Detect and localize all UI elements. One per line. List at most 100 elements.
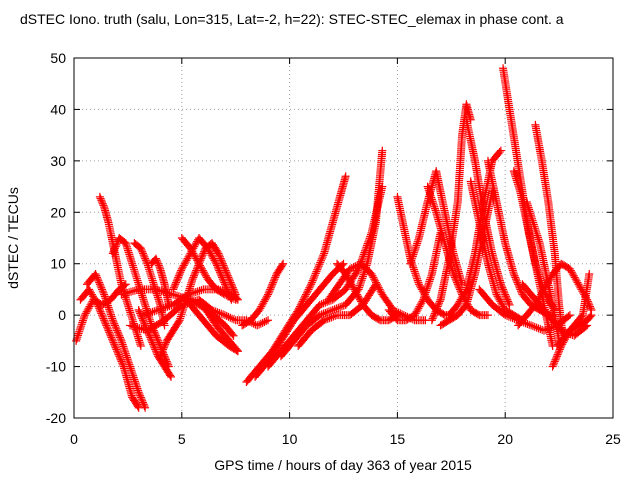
data-point: [496, 146, 505, 155]
data-point: [77, 320, 86, 329]
data-point: [89, 294, 98, 302]
data-point: [495, 295, 504, 304]
plot-frame: [73, 57, 614, 419]
data-point: [118, 340, 127, 349]
data-point: [413, 276, 422, 285]
data-points: [72, 64, 596, 412]
data-point: [260, 318, 269, 326]
data-point: [159, 345, 168, 354]
data-point: [139, 400, 148, 409]
data-point: [504, 297, 513, 306]
data-point: [549, 360, 558, 369]
data-point: [318, 317, 327, 326]
data-point: [574, 280, 583, 289]
data-point: [114, 350, 123, 359]
data-point: [107, 333, 116, 342]
data-point: [150, 343, 159, 352]
data-point: [120, 346, 129, 355]
data-point: [319, 309, 328, 318]
data-point: [150, 307, 159, 316]
data-point: [372, 280, 381, 289]
data-point: [545, 324, 554, 333]
data-point: [411, 309, 420, 318]
data-point: [495, 148, 504, 157]
data-point: [99, 288, 108, 297]
data-point: [142, 309, 151, 318]
data-point: [192, 254, 201, 263]
data-point: [376, 287, 385, 296]
data-point: [220, 311, 229, 320]
data-point: [132, 382, 141, 391]
data-point: [93, 275, 102, 284]
data-point: [215, 251, 224, 260]
data-point: [186, 244, 195, 253]
data-point: [85, 285, 94, 294]
data-point: [217, 256, 226, 265]
data-point: [499, 302, 508, 311]
data-point: [554, 348, 563, 357]
data-point: [264, 288, 273, 297]
data-point: [115, 333, 124, 342]
data-point: [565, 264, 574, 273]
data-point: [136, 244, 145, 253]
data-point: [458, 292, 467, 301]
data-point: [140, 252, 149, 261]
data-point: [92, 273, 101, 282]
y-tick-label: 20: [50, 204, 66, 220]
data-point: [406, 257, 415, 266]
data-point: [109, 338, 118, 347]
data-point: [540, 285, 549, 294]
data-point: [135, 390, 144, 398]
data-point: [585, 270, 594, 278]
data-point: [304, 285, 313, 294]
data-point: [542, 280, 551, 289]
data-point: [410, 265, 419, 274]
data-point: [369, 273, 378, 282]
data-point: [108, 316, 117, 325]
y-tick-label: -20: [46, 410, 66, 426]
data-point: [506, 313, 515, 322]
data-point: [310, 271, 319, 280]
data-point: [98, 285, 107, 294]
data-point: [259, 299, 268, 308]
data-point: [315, 300, 324, 309]
data-point: [111, 343, 120, 352]
data-point: [174, 271, 183, 280]
data-point: [222, 291, 231, 300]
data-point: [517, 287, 526, 296]
data-point: [180, 259, 189, 268]
data-point: [175, 270, 184, 278]
data-point: [196, 263, 205, 272]
data-point: [421, 292, 430, 301]
data-point: [191, 240, 200, 249]
data-point: [161, 340, 170, 349]
data-point: [177, 264, 186, 273]
data-point: [301, 292, 310, 301]
data-point: [105, 305, 114, 314]
data-point: [115, 331, 124, 340]
data-point: [155, 305, 164, 314]
data-point: [530, 322, 539, 331]
data-point: [159, 343, 168, 352]
data-point: [174, 317, 183, 326]
data-point: [129, 371, 138, 380]
data-point: [553, 350, 562, 359]
data-point: [430, 311, 439, 320]
data-point: [152, 256, 161, 265]
data-point: [429, 200, 438, 209]
data-point: [112, 240, 121, 249]
data-point: [577, 312, 586, 321]
data-point: [80, 312, 89, 321]
data-point: [197, 286, 206, 295]
data-point: [502, 294, 511, 302]
data-point: [336, 303, 345, 312]
data-point: [176, 302, 185, 311]
data-point: [317, 254, 326, 263]
data-point: [76, 324, 85, 332]
data-point: [128, 369, 137, 378]
data-point: [566, 266, 575, 275]
data-point: [545, 275, 554, 284]
data-point: [318, 253, 327, 262]
data-point: [325, 307, 334, 316]
data-point: [498, 300, 507, 309]
